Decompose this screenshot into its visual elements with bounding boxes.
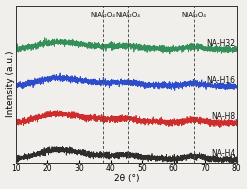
- Text: NA-H8: NA-H8: [211, 112, 235, 121]
- Y-axis label: Intensity (a.u.): Intensity (a.u.): [5, 51, 15, 117]
- Text: NA-H4: NA-H4: [211, 149, 235, 158]
- Text: NiAl₂O₄: NiAl₂O₄: [90, 12, 115, 18]
- Text: NiAl₂O₄: NiAl₂O₄: [115, 12, 140, 18]
- Text: NA-H16: NA-H16: [206, 76, 235, 84]
- Text: NiAl₂O₄: NiAl₂O₄: [182, 12, 206, 18]
- X-axis label: 2θ (°): 2θ (°): [114, 174, 139, 184]
- Text: NA-H32: NA-H32: [206, 39, 235, 48]
